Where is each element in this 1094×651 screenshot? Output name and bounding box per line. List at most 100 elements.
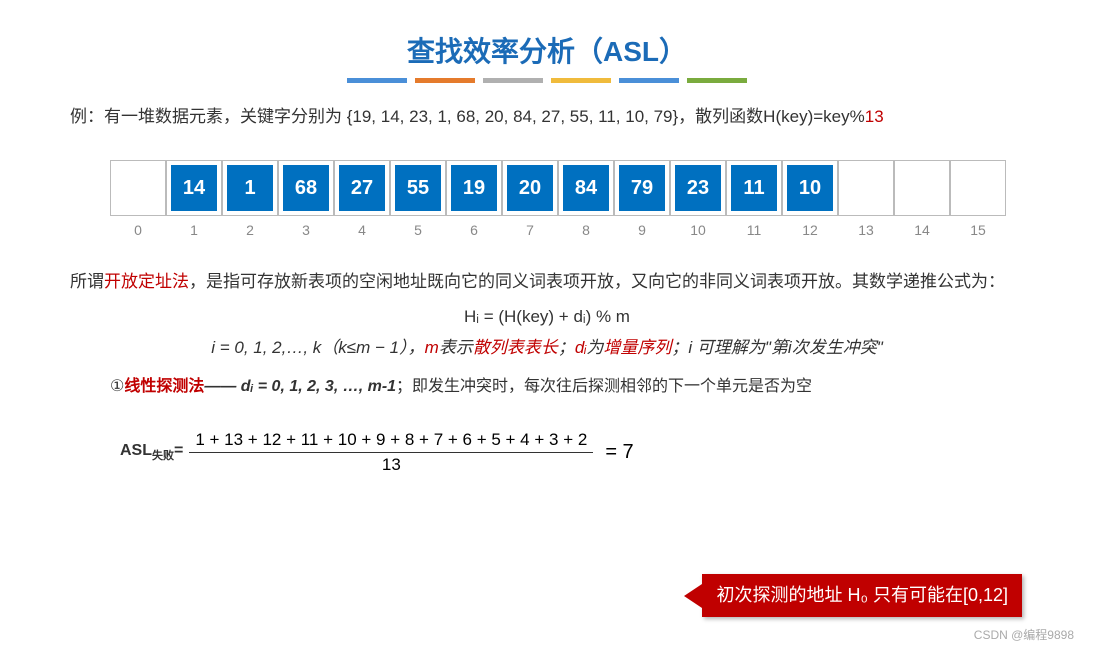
hash-index: 12 — [802, 222, 818, 238]
hash-cell: 55 — [390, 160, 446, 216]
para-t2: ，是指可存放新表项的空闲地址既向它的同义词表项开放，又向它的非同义词表项开放。其… — [189, 272, 1005, 291]
formula-explanation: i = 0, 1, 2,…, k（k≤m − 1），m表示散列表表长；dᵢ为增量… — [70, 333, 1024, 358]
probe-seq: —— dᵢ = 0, 1, 2, 3, …, m-1 — [204, 378, 396, 395]
hash-col: 20 7 — [502, 160, 558, 238]
f2-t1: 表示 — [439, 338, 473, 357]
hash-col: 23 10 — [670, 160, 726, 238]
hash-index: 2 — [246, 222, 254, 238]
probe-desc: ；即发生冲突时，每次往后探测相邻的下一个单元是否为空 — [396, 378, 812, 395]
example-modulus: 13 — [865, 107, 884, 126]
hash-col: 79 9 — [614, 160, 670, 238]
asl-denominator: 13 — [382, 453, 401, 475]
callout-box: 初次探测的地址 H₀ 只有可能在[0,12] — [702, 574, 1022, 617]
hash-value: 14 — [171, 165, 217, 211]
color-bars — [70, 78, 1024, 83]
hash-value: 79 — [619, 165, 665, 211]
hash-col: 84 8 — [558, 160, 614, 238]
asl-numerator: 1 + 13 + 12 + 11 + 10 + 9 + 8 + 7 + 6 + … — [189, 430, 593, 453]
color-bar-segment — [619, 78, 679, 83]
para-t1: 所谓 — [70, 272, 104, 291]
recurrence-formula: Hᵢ = (H(key) + dᵢ) % m — [70, 307, 1024, 327]
hash-col: 0 — [110, 160, 166, 238]
hash-index: 9 — [638, 222, 646, 238]
hash-col: 68 3 — [278, 160, 334, 238]
f2-incseq: 增量序列 — [603, 338, 671, 357]
hash-value: 68 — [283, 165, 329, 211]
hash-value: 19 — [451, 165, 497, 211]
color-bar-segment — [687, 78, 747, 83]
hash-cell — [110, 160, 166, 216]
hash-index: 13 — [858, 222, 874, 238]
hash-cell: 19 — [446, 160, 502, 216]
hash-cell — [950, 160, 1006, 216]
hash-index: 3 — [302, 222, 310, 238]
hash-col: 19 6 — [446, 160, 502, 238]
probe-num: ① — [110, 378, 124, 395]
color-bar-segment — [551, 78, 611, 83]
hash-cell — [838, 160, 894, 216]
color-bar-segment — [415, 78, 475, 83]
example-prefix: 例：有一堆数据元素，关键字分别为 {19, 14, 23, 1, 68, 20,… — [70, 107, 865, 126]
hash-col: 15 — [950, 160, 1006, 238]
hash-cell: 79 — [614, 160, 670, 216]
hash-value: 10 — [787, 165, 833, 211]
hash-index: 7 — [526, 222, 534, 238]
hash-col: 12 — [222, 160, 278, 238]
open-addressing-paragraph: 所谓开放定址法，是指可存放新表项的空闲地址既向它的同义词表项开放，又向它的非同义… — [70, 268, 1024, 297]
hash-cell: 10 — [782, 160, 838, 216]
hash-cell: 1 — [222, 160, 278, 216]
color-bar-segment — [347, 78, 407, 83]
hash-value: 55 — [395, 165, 441, 211]
hash-index: 1 — [190, 222, 198, 238]
hash-col: 27 4 — [334, 160, 390, 238]
page-title: 查找效率分析（ASL） — [70, 30, 1024, 70]
hash-index: 5 — [414, 222, 422, 238]
f2-range: i = 0, 1, 2,…, k（k≤m − 1）， — [211, 338, 424, 357]
hash-cell: 23 — [670, 160, 726, 216]
hash-index: 8 — [582, 222, 590, 238]
hash-index: 4 — [358, 222, 366, 238]
hash-col: 14 1 — [166, 160, 222, 238]
hash-cell: 84 — [558, 160, 614, 216]
hash-value: 20 — [507, 165, 553, 211]
hash-value: 11 — [731, 165, 777, 211]
f2-tail: ；i 可理解为"第i次发生冲突" — [671, 338, 882, 357]
hash-cell: 11 — [726, 160, 782, 216]
hash-index: 0 — [134, 222, 142, 238]
hash-cell — [894, 160, 950, 216]
hash-col: 555 — [390, 160, 446, 238]
hash-cell: 20 — [502, 160, 558, 216]
asl-formula-row: ASL失败= 1 + 13 + 12 + 11 + 10 + 9 + 8 + 7… — [120, 430, 1024, 475]
hash-value: 27 — [339, 165, 385, 211]
asl-result: = 7 — [605, 441, 633, 464]
para-red1: 开放定址法 — [104, 272, 189, 291]
hash-value: 1 — [227, 165, 273, 211]
hash-index: 6 — [470, 222, 478, 238]
probe-name: 线性探测法 — [124, 378, 204, 395]
f2-sep: ； — [558, 338, 575, 357]
hash-index: 11 — [747, 222, 762, 238]
hash-cell: 68 — [278, 160, 334, 216]
hash-index: 15 — [970, 222, 986, 238]
hash-cell: 14 — [166, 160, 222, 216]
hash-index: 10 — [690, 222, 706, 238]
asl-label: ASL失败= — [120, 442, 183, 463]
hash-value: 84 — [563, 165, 609, 211]
hash-cell: 27 — [334, 160, 390, 216]
asl-fraction: 1 + 13 + 12 + 11 + 10 + 9 + 8 + 7 + 6 + … — [189, 430, 593, 475]
hash-index: 14 — [914, 222, 930, 238]
f2-wei: 为 — [586, 338, 603, 357]
footer-credit: CSDN @编程9898 — [974, 626, 1074, 643]
hash-col: 13 — [838, 160, 894, 238]
hash-col: 10 12 — [782, 160, 838, 238]
example-text: 例：有一堆数据元素，关键字分别为 {19, 14, 23, 1, 68, 20,… — [70, 103, 1024, 130]
color-bar-segment — [483, 78, 543, 83]
hash-table: 0141126832745551962078487992310111110121… — [110, 160, 1024, 238]
hash-col: 11 11 — [726, 160, 782, 238]
f2-di: dᵢ — [575, 338, 587, 357]
hash-value: 23 — [675, 165, 721, 211]
hash-col: 14 — [894, 160, 950, 238]
f2-tablelen: 散列表表长 — [473, 338, 558, 357]
linear-probe-method: ①线性探测法—— dᵢ = 0, 1, 2, 3, …, m-1；即发生冲突时，… — [110, 372, 1024, 396]
f2-m: m — [425, 338, 439, 357]
